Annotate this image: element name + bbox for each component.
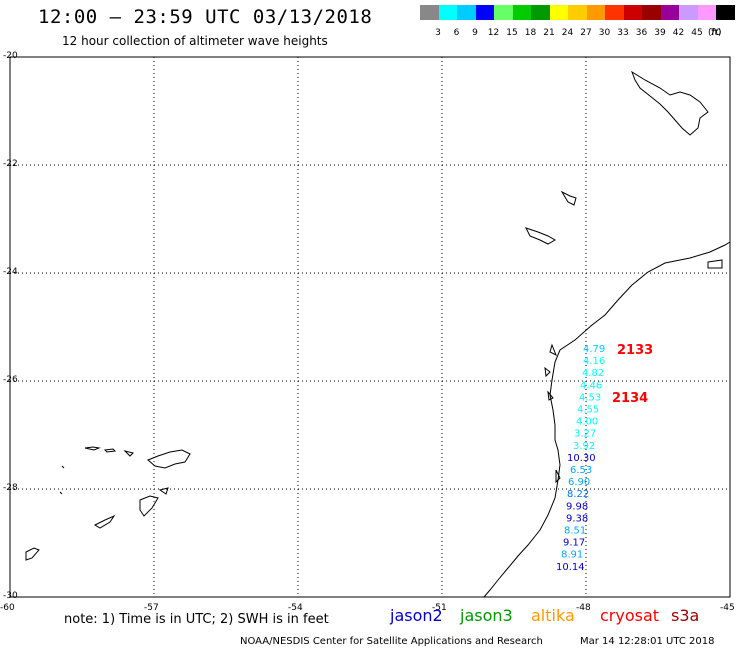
scale-swatch: [716, 5, 735, 20]
coastline: [483, 241, 731, 598]
scale-label: 12: [487, 28, 500, 38]
lat-label: -22: [3, 159, 18, 169]
wave-height-value: 4.55: [577, 405, 599, 416]
generation-timestamp: Mar 14 12:28:01 UTC 2018: [580, 636, 715, 647]
scale-label: 9: [472, 28, 478, 38]
wave-height-value: 8.91: [561, 550, 583, 561]
scale-label: 39: [654, 28, 666, 38]
wave-height-value: 8.51: [564, 526, 586, 537]
wave-height-value: 4.82: [582, 368, 604, 379]
wave-height-value: 6.53: [570, 465, 592, 476]
pass-label-2133: 2133: [617, 343, 653, 358]
lat-label: -28: [3, 483, 18, 493]
scale-swatch: [586, 5, 605, 20]
wave-height-value: 4.46: [580, 380, 602, 391]
wave-height-value: 3.92: [573, 441, 595, 452]
map-frame: [9, 56, 731, 598]
scale-swatch: [494, 5, 513, 20]
footnote: note: 1) Time is in UTC; 2) SWH is in fe…: [64, 612, 329, 627]
scale-label: 27: [580, 28, 592, 38]
wave-height-value: 10.14: [556, 562, 585, 573]
scale-label: 15: [506, 28, 518, 38]
scale-label: 24: [561, 28, 574, 38]
scale-label: 42: [672, 28, 685, 38]
coastline-detail: [544, 259, 723, 484]
wave-height-value: 9.17: [563, 538, 585, 549]
lat-label: -30: [3, 591, 18, 601]
lon-label: -45: [720, 603, 735, 613]
island-1: [560, 190, 577, 206]
lat-label: -20: [3, 51, 18, 61]
wave-height-value: 10.30: [567, 453, 596, 464]
lon-label: -54: [288, 603, 303, 613]
scale-swatch: [642, 5, 661, 20]
island-cluster-ne: [631, 70, 709, 136]
scale-swatch: [549, 5, 568, 20]
wave-height-value: 9.98: [566, 501, 588, 512]
mission-jason2: jason2: [390, 606, 443, 625]
lat-label: -26: [3, 375, 18, 385]
scale-label: 18: [524, 28, 537, 38]
map-title: 12:00 – 23:59 UTC 03/13/2018: [38, 6, 373, 28]
lat-label: -24: [3, 267, 18, 277]
scale-label: 3: [435, 28, 441, 38]
scale-swatch: [679, 5, 698, 20]
island-3: [147, 449, 191, 469]
pass-label-2134: 2134: [612, 391, 648, 406]
scale-swatch: [438, 5, 457, 20]
wave-height-value: 4.16: [583, 356, 605, 367]
wave-height-value: 8.22: [567, 489, 589, 500]
island-2: [525, 227, 557, 245]
lon-label: -60: [0, 603, 15, 613]
scale-label: 70: [709, 28, 722, 38]
mission-altika: altika: [531, 606, 575, 625]
scale-label: 6: [453, 28, 460, 38]
scale-label: 36: [635, 28, 648, 38]
scale-swatch: [420, 5, 439, 20]
scale-swatch: [605, 5, 624, 20]
scale-swatch: [623, 5, 642, 20]
scale-label: 45: [691, 28, 703, 38]
scale-label: 21: [543, 28, 555, 38]
wave-height-value: 9.38: [566, 513, 588, 524]
lon-label: -51: [432, 603, 447, 613]
scale-unit: (ft): [708, 28, 722, 38]
wave-height-value: 3.27: [574, 429, 596, 440]
mission-s3a: s3a: [671, 606, 700, 625]
map-subtitle: 12 hour collection of altimeter wave hei…: [62, 34, 328, 48]
wave-height-value: 4.79: [583, 344, 605, 355]
lat-lon-grid: [10, 57, 730, 597]
island-4: [25, 446, 169, 561]
lon-label: -48: [576, 603, 591, 613]
wave-height-value: 4.53: [579, 392, 601, 403]
scale-swatch: [568, 5, 587, 20]
wave-height-value: 4.00: [576, 417, 598, 428]
scale-swatch: [531, 5, 550, 20]
scale-swatch: [697, 5, 716, 20]
scale-label: 33: [617, 28, 629, 38]
mission-jason3: jason3: [460, 606, 513, 625]
scale-label: 30: [598, 28, 611, 38]
credit-line: NOAA/NESDIS Center for Satellite Applica…: [240, 636, 543, 647]
scale-swatch: [512, 5, 531, 20]
scale-swatch: [475, 5, 494, 20]
scale-swatch: [457, 5, 476, 20]
wave-height-readings: 4.794.164.824.464.53 4.554.003.273.9210.3…: [556, 344, 605, 573]
wave-height-value: 6.90: [568, 477, 590, 488]
lon-label: -57: [144, 603, 159, 613]
scale-swatch: [660, 5, 679, 20]
mission-cryosat: cryosat: [600, 606, 660, 625]
